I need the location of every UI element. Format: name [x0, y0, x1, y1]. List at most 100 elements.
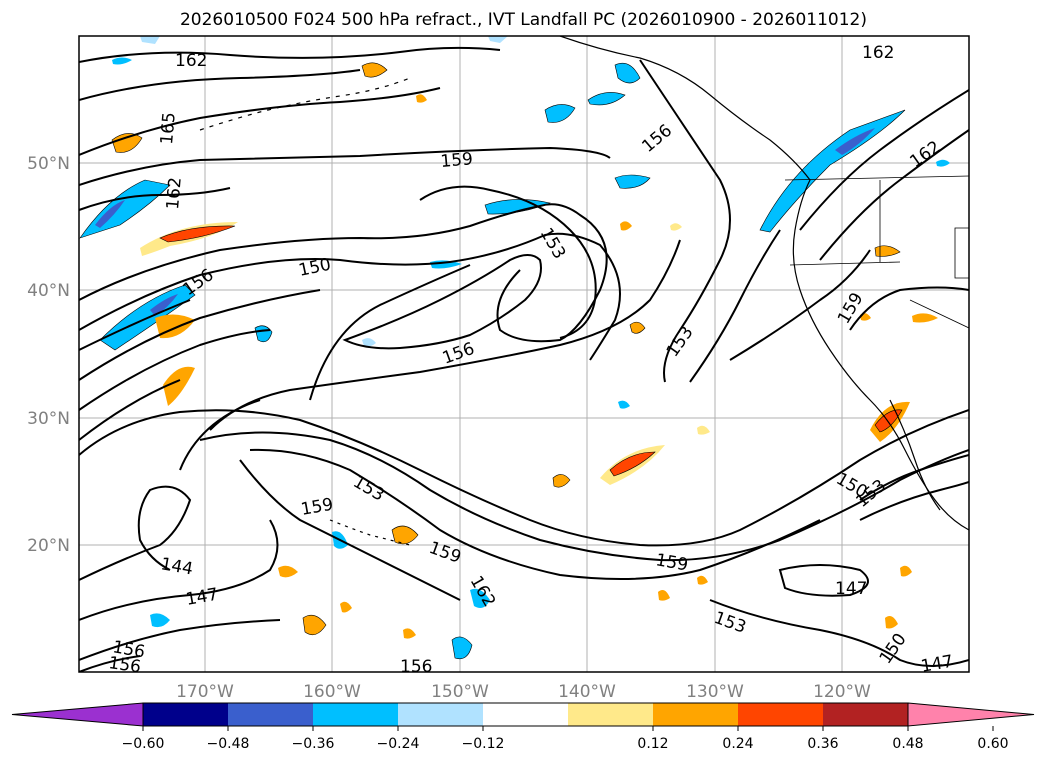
contour-159-e	[799, 89, 969, 231]
shade-negative	[470, 588, 490, 608]
colorbar-tick-label: 0.48	[892, 736, 923, 752]
colorbar-tick-label: 0.60	[977, 736, 1008, 752]
contour-label: 162	[163, 176, 186, 210]
colorbar-extend-min	[11, 702, 144, 727]
latitude-axis: 50°N 40°N 30°N 20°N	[27, 154, 70, 556]
contour-150-b	[79, 409, 969, 547]
colorbar-tick-label: 0.36	[807, 736, 838, 752]
shade-weak-negative	[488, 36, 508, 43]
colorbar-tick-label: −0.12	[462, 736, 505, 752]
contour-159-d	[249, 448, 821, 580]
us-canada-border	[784, 175, 969, 181]
lat-label-50n: 50°N	[27, 154, 70, 174]
coastlines	[199, 36, 969, 546]
contour-label: 165	[157, 111, 180, 145]
contour-165-b	[79, 87, 441, 156]
shade-strong-negative	[150, 294, 178, 316]
shade-negative	[614, 174, 651, 189]
colorbar-segment	[738, 703, 823, 726]
shade-negative	[484, 199, 552, 215]
contour-156-c	[309, 264, 471, 401]
shade-moderate-positive	[900, 565, 912, 577]
shade-moderate-positive	[391, 525, 419, 545]
contour-label: 147	[919, 652, 954, 677]
shade-moderate-positive	[403, 628, 416, 639]
contour-144-b	[79, 485, 192, 581]
shade-strong-negative	[835, 128, 875, 155]
contour-159-b	[209, 239, 681, 431]
colorbar-segment	[823, 703, 908, 726]
contour-147-b	[79, 519, 279, 621]
contour-162-c	[239, 459, 461, 601]
contour-162	[79, 46, 501, 63]
contour-153-b	[419, 185, 597, 339]
contour-156	[79, 232, 621, 361]
north-america-coastline	[559, 36, 969, 531]
lon-label-150w: 150°W	[431, 682, 489, 702]
map-background	[79, 36, 969, 672]
contour-147	[79, 329, 271, 411]
contour-156-e	[79, 655, 141, 672]
shade-moderate-positive	[163, 366, 195, 406]
shade-moderate-positive	[874, 245, 901, 257]
map-frame	[78, 35, 970, 673]
lat-label-30n: 30°N	[27, 409, 70, 429]
colorbar-segment	[143, 703, 228, 726]
shade-moderate-positive	[552, 474, 571, 488]
contour-147-loop	[778, 564, 869, 597]
shade-positive	[874, 409, 903, 433]
contour-label: 159	[440, 149, 474, 172]
colorbar-tick-label: 0.12	[637, 736, 668, 752]
colorbar-segment	[398, 703, 483, 726]
contour-144	[79, 379, 181, 441]
shade-moderate-positive	[361, 62, 388, 78]
colorbar-tick-label: −0.24	[377, 736, 420, 752]
contour-165	[79, 69, 361, 101]
aleutian-islands	[199, 77, 411, 131]
baja-california	[889, 399, 941, 511]
contour-label-group: 162 165 162 159 156 162 150 153 156 156 …	[107, 43, 955, 677]
shade-weak-positive	[670, 223, 682, 231]
colorbar-segment	[483, 703, 568, 726]
shade-negative	[112, 57, 132, 65]
contour-159-f	[729, 249, 871, 361]
contour-153-c	[689, 229, 781, 383]
shade-weak-negative	[140, 36, 160, 44]
colorbar-segment	[653, 703, 738, 726]
colorbar-tick-label: 0.24	[722, 736, 753, 752]
shade-moderate-positive	[885, 616, 898, 629]
state-border	[909, 299, 969, 329]
lon-label-160w: 160°W	[303, 682, 361, 702]
contour-label: 162	[862, 43, 894, 63]
contour-159	[79, 146, 611, 186]
shade-negative	[759, 109, 906, 233]
shade-moderate-positive	[340, 601, 352, 613]
contour-153-f	[859, 481, 969, 521]
contour-150-c	[709, 599, 969, 667]
map-title: 2026010500 F024 500 hPa refract., IVT La…	[179, 10, 867, 30]
colorbar-extend-max	[907, 702, 1035, 727]
lon-label-140w: 140°W	[558, 682, 616, 702]
shade-positive	[609, 451, 656, 477]
lon-label-120w: 120°W	[813, 682, 871, 702]
hawaiian-islands	[329, 519, 411, 546]
shade-negative	[451, 636, 473, 659]
contour-156-b	[79, 299, 191, 351]
lon-label-130w: 130°W	[686, 682, 744, 702]
contour-label: 162	[175, 51, 207, 71]
shade-negative	[618, 400, 630, 409]
shade-negative	[150, 613, 170, 628]
colorbar-tick-label: −0.36	[292, 736, 335, 752]
shade-moderate-positive	[416, 94, 427, 103]
shade-negative	[936, 159, 950, 167]
colorbar-segment	[568, 703, 653, 726]
shade-moderate-positive	[629, 321, 646, 334]
contour-label: 156	[400, 657, 432, 677]
contour-162-d	[819, 129, 969, 261]
map-panel: 162 165 162 159 156 162 150 153 156 156 …	[78, 35, 970, 677]
contour-159-c	[179, 399, 261, 471]
shade-weak-negative	[362, 338, 376, 347]
shade-moderate-positive	[658, 590, 670, 601]
shade-negative	[587, 92, 626, 106]
